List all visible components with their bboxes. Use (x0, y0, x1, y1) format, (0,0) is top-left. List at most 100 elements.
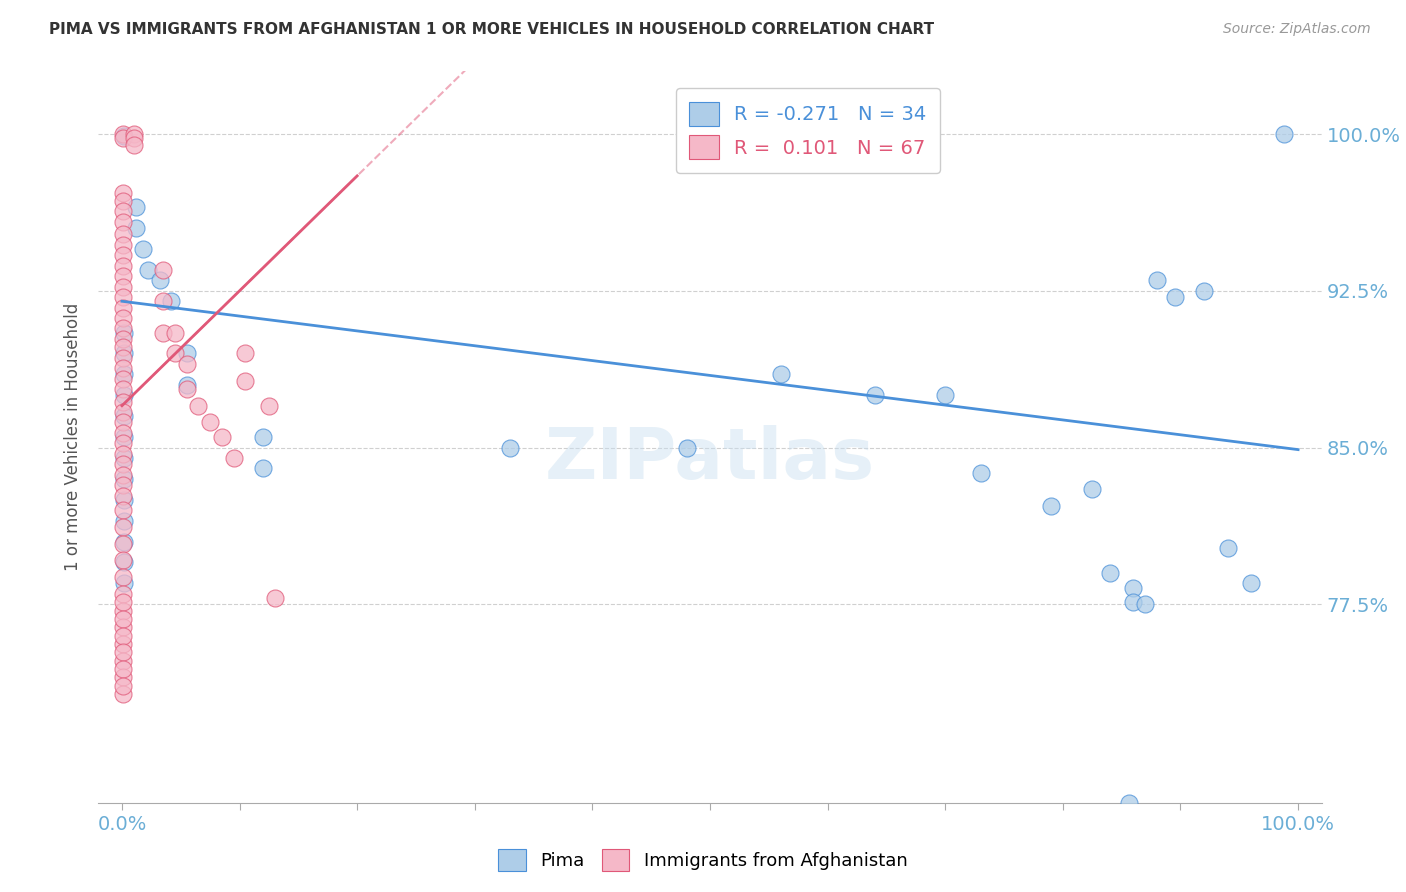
Point (112, 478, 135, 492)
Point (769, 368, 792, 382)
Point (1163, 290, 1185, 304)
Point (257, 399, 280, 413)
Point (112, 194, 135, 208)
Point (112, 556, 135, 570)
Point (1216, 541, 1239, 555)
Point (112, 204, 135, 219)
Point (112, 409, 135, 424)
Point (112, 237, 135, 252)
Point (152, 326, 174, 340)
Point (112, 553, 135, 567)
Point (112, 321, 135, 335)
Point (1118, 796, 1140, 810)
Point (112, 670, 135, 684)
Point (152, 294, 174, 309)
Point (125, 200, 148, 214)
Point (112, 492, 135, 507)
Point (112, 447, 135, 461)
Point (112, 467, 135, 482)
Point (112, 576, 135, 591)
Point (112, 612, 135, 626)
Point (934, 388, 956, 402)
Point (969, 466, 991, 480)
Legend: R = -0.271   N = 34, R =  0.101   N = 67: R = -0.271 N = 34, R = 0.101 N = 67 (676, 88, 941, 173)
Point (1240, 576, 1263, 591)
Point (112, 279, 135, 293)
Point (863, 388, 886, 402)
Point (112, 259, 135, 273)
Point (112, 637, 135, 651)
Point (112, 227, 135, 242)
Point (149, 273, 172, 287)
Point (112, 388, 135, 402)
Point (112, 351, 135, 365)
Point (112, 382, 135, 396)
Point (112, 595, 135, 609)
Point (112, 416, 135, 430)
Point (211, 430, 233, 444)
Point (112, 405, 135, 419)
Point (163, 346, 186, 360)
Point (112, 503, 135, 517)
Point (160, 294, 183, 309)
Point (163, 326, 186, 340)
Point (1081, 483, 1104, 497)
Point (112, 534, 135, 549)
Point (187, 399, 209, 413)
Point (112, 425, 135, 440)
Point (112, 290, 135, 304)
Point (1040, 499, 1063, 513)
Point (112, 310, 135, 325)
Point (176, 346, 198, 360)
Point (1122, 581, 1144, 595)
Point (112, 368, 135, 382)
Point (112, 457, 135, 471)
Point (252, 430, 274, 444)
Point (176, 377, 198, 392)
Point (1192, 284, 1215, 298)
Point (222, 450, 245, 465)
Point (112, 371, 135, 385)
Point (122, 127, 145, 141)
Y-axis label: 1 or more Vehicles in Household: 1 or more Vehicles in Household (65, 303, 83, 571)
Point (499, 441, 522, 455)
Point (112, 603, 135, 617)
Point (198, 416, 221, 430)
Point (235, 374, 257, 388)
Point (152, 263, 174, 277)
Point (112, 450, 135, 465)
Point (112, 489, 135, 503)
Point (112, 472, 135, 486)
Point (1146, 273, 1168, 287)
Point (112, 520, 135, 534)
Point (112, 301, 135, 315)
Point (112, 248, 135, 262)
Point (252, 461, 274, 475)
Point (112, 430, 135, 444)
Point (112, 394, 135, 409)
Point (112, 340, 135, 354)
Point (112, 620, 135, 634)
Point (112, 436, 135, 450)
Point (112, 514, 135, 528)
Point (176, 357, 198, 371)
Point (112, 654, 135, 668)
Point (112, 687, 135, 701)
Legend: Pima, Immigrants from Afghanistan: Pima, Immigrants from Afghanistan (491, 842, 915, 879)
Point (112, 127, 135, 141)
Point (112, 186, 135, 200)
Point (122, 131, 145, 145)
Point (112, 645, 135, 659)
Point (112, 131, 135, 145)
Text: Source: ZipAtlas.com: Source: ZipAtlas.com (1223, 22, 1371, 37)
Point (136, 263, 159, 277)
Text: ZIPatlas: ZIPatlas (546, 425, 875, 493)
Point (1135, 597, 1157, 611)
Point (122, 137, 145, 152)
Point (176, 382, 198, 396)
Point (112, 662, 135, 676)
Point (112, 346, 135, 360)
Point (235, 346, 257, 360)
Text: PIMA VS IMMIGRANTS FROM AFGHANISTAN 1 OR MORE VEHICLES IN HOUSEHOLD CORRELATION : PIMA VS IMMIGRANTS FROM AFGHANISTAN 1 OR… (49, 22, 935, 37)
Point (112, 269, 135, 284)
